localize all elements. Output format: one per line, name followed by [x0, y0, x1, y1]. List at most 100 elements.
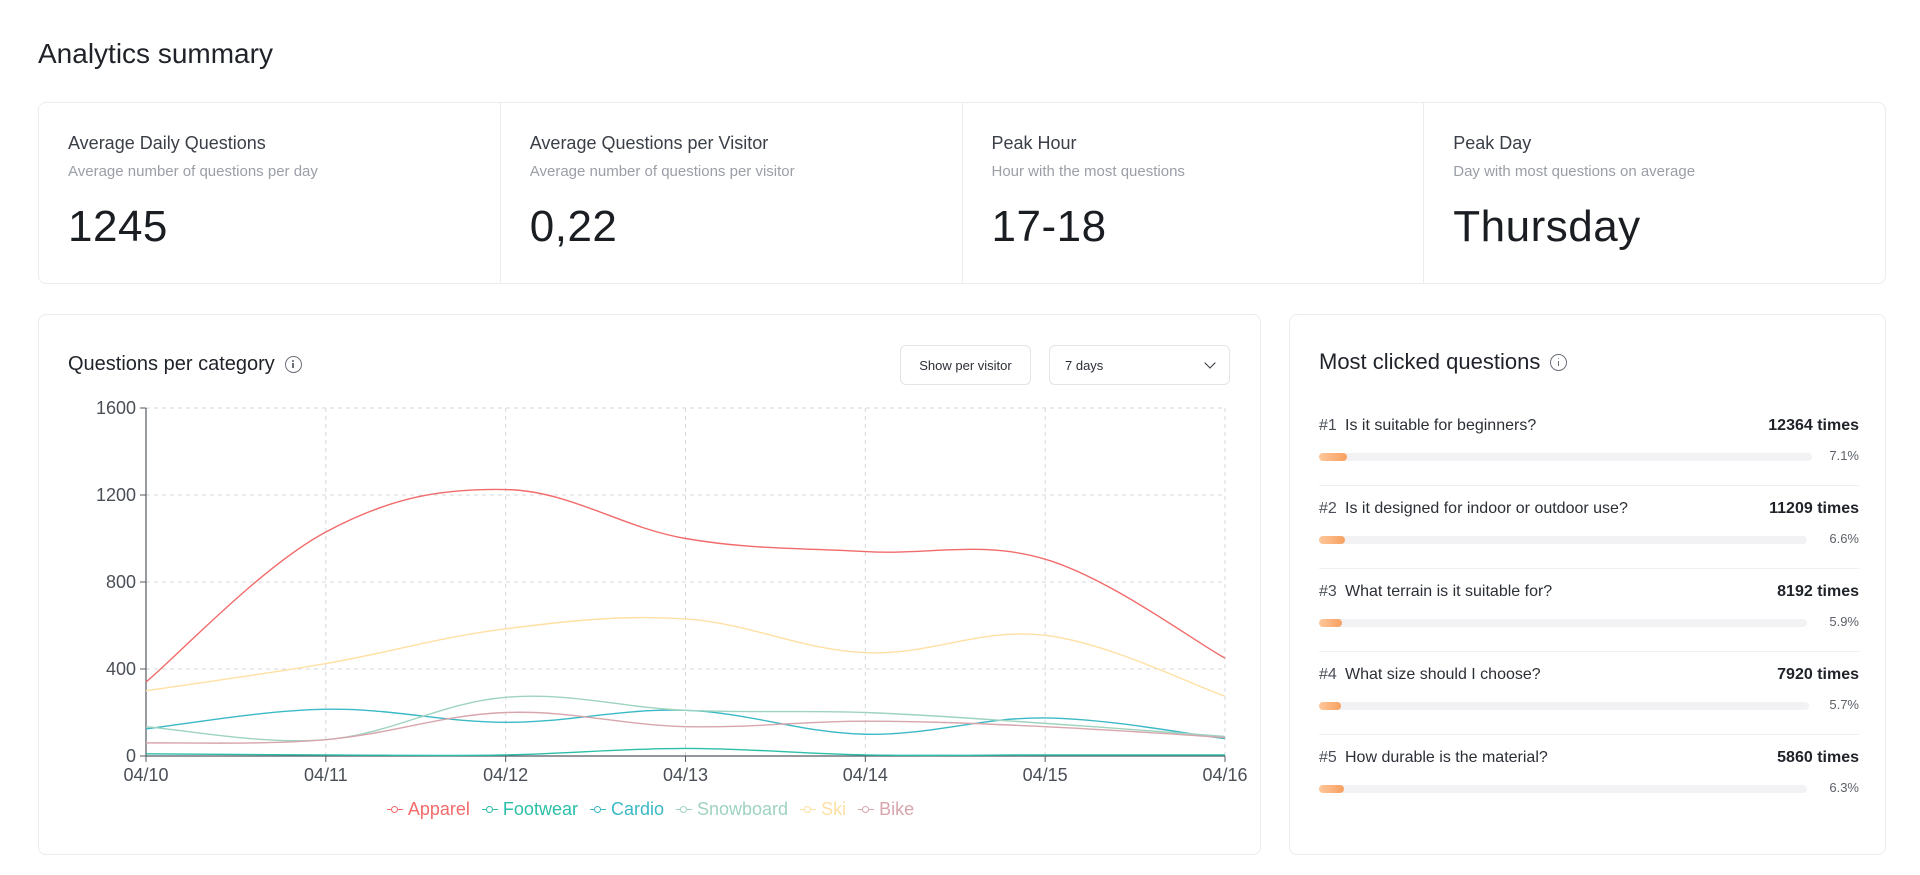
- question-rank: #3: [1319, 583, 1337, 600]
- date-range-select[interactable]: 7 days: [1049, 345, 1230, 385]
- question-count: 12364 times: [1768, 417, 1859, 434]
- chart-card-title: Questions per category: [68, 353, 302, 376]
- question-text: What size should I choose?: [1345, 666, 1541, 683]
- legend-label: Bike: [879, 799, 915, 819]
- page-title: Analytics summary: [38, 38, 273, 69]
- question-count: 7920 times: [1777, 666, 1859, 683]
- line-chart: 0 400 800 1200 1600 04/10 04/11 04/12 04/13 04/14…: [96, 398, 1248, 785]
- legend-marker-icon: [386, 805, 403, 815]
- y-tick-label: 400: [106, 659, 136, 679]
- question-percent: 5.7%: [1829, 697, 1859, 712]
- y-tick-label: 1200: [96, 485, 136, 505]
- chart-card-title-text: Questions per category: [68, 353, 275, 375]
- questions-list: #1 Is it suitable for beginners? 12364 tim…: [1319, 403, 1859, 818]
- question-percent: 6.6%: [1829, 531, 1859, 546]
- x-tick-label: 04/11: [304, 765, 348, 785]
- question-progress-track: [1319, 702, 1809, 710]
- question-text: How durable is the material?: [1345, 749, 1548, 766]
- info-icon[interactable]: [1550, 353, 1568, 371]
- question-rank: #2: [1319, 500, 1337, 517]
- stat-value: 1245: [68, 202, 168, 251]
- question-row[interactable]: #3 What terrain is it suitable for? 8192 t…: [1319, 569, 1859, 652]
- question-row[interactable]: #1 Is it suitable for beginners? 12364 tim…: [1319, 403, 1859, 486]
- question-percent: 5.9%: [1829, 614, 1859, 629]
- question-rank: #5: [1319, 749, 1337, 766]
- question-rank: #1: [1319, 417, 1337, 434]
- x-tick-label: 04/14: [843, 765, 888, 785]
- stat-title: Peak Hour: [991, 133, 1077, 153]
- stat-average-questions-per-visitor: Average Questions per Visitor Average nu…: [501, 103, 963, 283]
- question-count: 8192 times: [1777, 583, 1859, 600]
- y-tick-label: 1600: [96, 398, 136, 418]
- legend-marker-icon: [481, 805, 498, 815]
- questions-card-title-text: Most clicked questions: [1319, 349, 1541, 374]
- legend-item-bike[interactable]: Bike: [858, 799, 914, 820]
- legend-label: Apparel: [407, 799, 470, 819]
- question-progress-fill: [1319, 785, 1344, 793]
- x-tick-label: 04/16: [1202, 765, 1247, 785]
- y-tick-label: 800: [106, 572, 136, 592]
- x-tick-label: 04/13: [663, 765, 708, 785]
- question-rank: #4: [1319, 666, 1337, 683]
- question-progress-fill: [1319, 536, 1345, 544]
- question-row[interactable]: #2 Is it designed for indoor or outdoor u…: [1319, 486, 1859, 569]
- question-progress-fill: [1319, 453, 1347, 461]
- stats-panel: Average Daily Questions Average number o…: [38, 102, 1886, 284]
- stat-value: Thursday: [1453, 202, 1641, 251]
- questions-card-title: Most clicked questions: [1319, 349, 1568, 375]
- stat-peak-hour: Peak Hour Hour with the most questions 1…: [963, 103, 1425, 283]
- x-tick-label: 04/15: [1023, 765, 1068, 785]
- legend-label: Snowboard: [697, 799, 789, 819]
- legend-label: Cardio: [610, 799, 664, 819]
- legend-item-ski[interactable]: Ski: [800, 799, 846, 820]
- x-tick-label: 04/12: [483, 765, 528, 785]
- stat-title: Peak Day: [1453, 133, 1532, 153]
- question-progress-fill: [1319, 702, 1342, 710]
- stat-value: 17-18: [991, 202, 1107, 251]
- question-progress-track: [1319, 785, 1807, 793]
- legend-label: Footwear: [502, 799, 578, 819]
- date-range-value: 7 days: [1065, 357, 1104, 373]
- question-progress-track: [1319, 536, 1807, 544]
- stat-subtitle: Day with most questions on average: [1453, 163, 1696, 180]
- x-tick-label: 04/10: [123, 765, 168, 785]
- legend-item-cardio[interactable]: Cardio: [589, 799, 664, 820]
- legend-item-apparel[interactable]: Apparel: [386, 799, 470, 820]
- stat-subtitle: Average number of questions per visitor: [529, 163, 795, 180]
- chart-legend: Apparel Footwear Cardio Snowboard Ski Bike: [39, 799, 1262, 820]
- question-percent: 6.3%: [1829, 780, 1859, 795]
- legend-marker-icon: [858, 805, 875, 815]
- questions-per-category-card: Questions per category Show per visitor …: [38, 314, 1261, 855]
- question-count: 11209 times: [1769, 500, 1859, 517]
- show-per-visitor-button[interactable]: Show per visitor: [900, 345, 1031, 385]
- series-line-apparel: [145, 488, 1226, 683]
- series-line-ski: [145, 616, 1226, 697]
- stat-subtitle: Hour with the most questions: [991, 163, 1185, 180]
- question-text: Is it suitable for beginners?: [1345, 417, 1537, 434]
- question-row[interactable]: #4 What size should I choose? 7920 times 5.…: [1319, 652, 1859, 735]
- stat-title: Average Questions per Visitor: [529, 133, 769, 153]
- legend-marker-icon: [589, 805, 606, 815]
- stat-peak-day: Peak Day Day with most questions on aver…: [1424, 103, 1885, 283]
- y-tick-label: 0: [126, 746, 136, 766]
- question-progress-track: [1319, 453, 1812, 461]
- most-clicked-questions-card: Most clicked questions #1 Is it suitable …: [1289, 314, 1886, 855]
- question-text: Is it designed for indoor or outdoor use…: [1345, 500, 1628, 517]
- question-progress-fill: [1319, 619, 1343, 627]
- legend-label: Ski: [821, 799, 847, 819]
- question-row[interactable]: #5 How durable is the material? 5860 times…: [1319, 735, 1859, 818]
- question-text: What terrain is it suitable for?: [1345, 583, 1553, 600]
- stat-title: Average Daily Questions: [68, 133, 266, 153]
- stat-value: 0,22: [529, 202, 618, 251]
- legend-item-footwear[interactable]: Footwear: [481, 799, 578, 820]
- question-progress-track: [1319, 619, 1807, 627]
- question-count: 5860 times: [1777, 749, 1859, 766]
- info-icon[interactable]: [284, 356, 302, 373]
- series-line-bike: [145, 711, 1226, 744]
- series-line-footwear: [145, 747, 1225, 757]
- stat-average-daily-questions: Average Daily Questions Average number o…: [39, 103, 501, 283]
- stat-subtitle: Average number of questions per day: [68, 163, 318, 180]
- question-percent: 7.1%: [1829, 448, 1859, 463]
- legend-marker-icon: [800, 805, 817, 815]
- legend-item-snowboard[interactable]: Snowboard: [676, 799, 788, 820]
